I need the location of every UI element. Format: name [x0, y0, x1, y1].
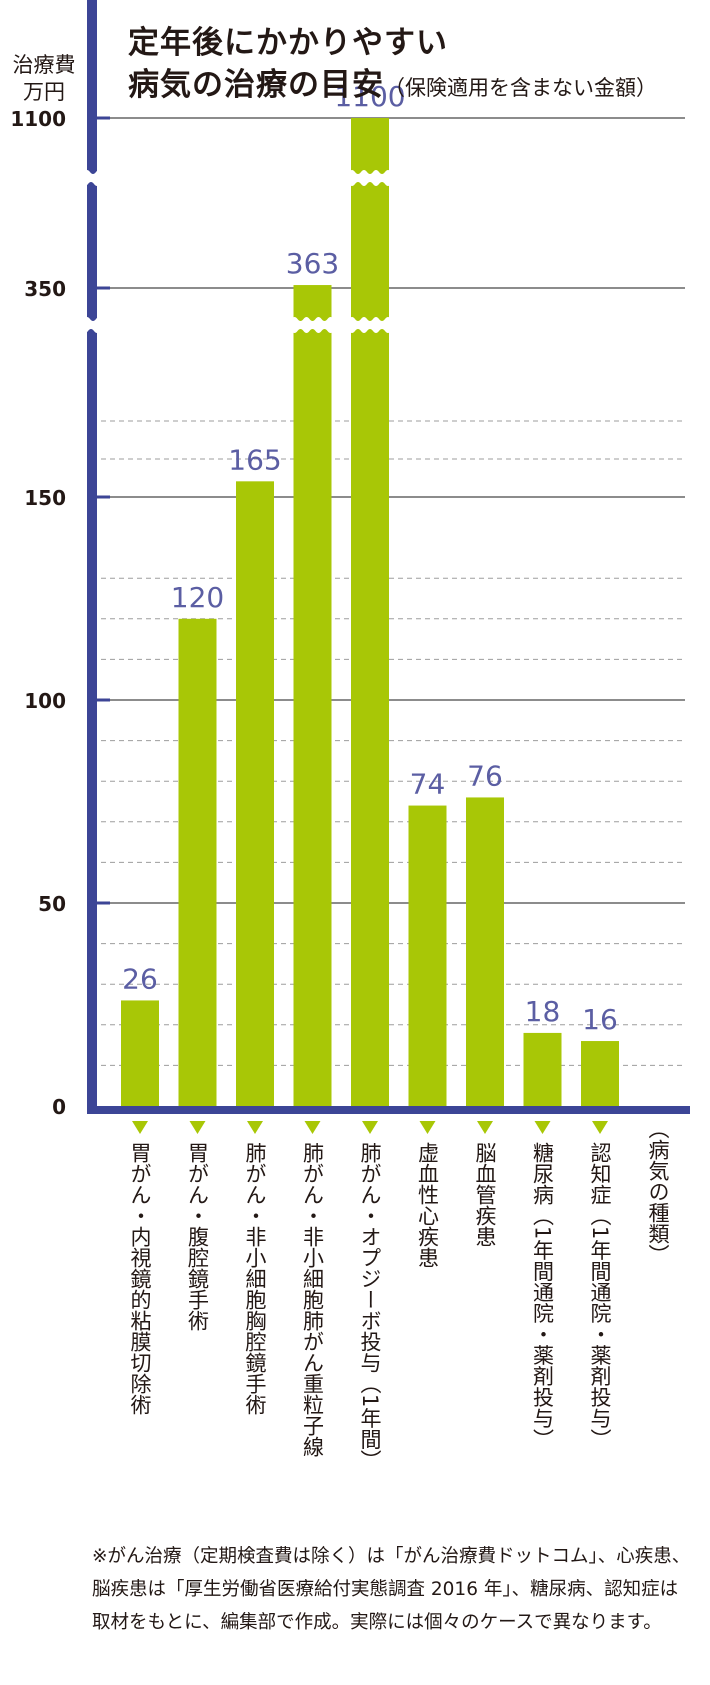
- category-label: 虚血性心疾患: [416, 1142, 440, 1268]
- y-tick-labels: 0 50 100 150 350 1100: [10, 107, 66, 1119]
- y-axis: [87, 0, 97, 1111]
- category-marker: [304, 1121, 321, 1134]
- category-marker: [132, 1121, 148, 1134]
- title-line-2: 病気の治療の目安: [128, 67, 384, 103]
- data-label: 26: [122, 962, 158, 995]
- bar: [408, 805, 447, 1106]
- axis-break-mark: [80, 317, 104, 333]
- bar-break-mark: [290, 317, 335, 333]
- category-label: 胃がん・内視鏡的粘膜切除術: [128, 1142, 152, 1415]
- category-marker: [477, 1121, 493, 1134]
- data-label: 363: [286, 247, 339, 280]
- data-label: 165: [228, 443, 281, 476]
- category-marker: [534, 1121, 551, 1134]
- category-marker: [592, 1121, 608, 1134]
- y-tick-label: 150: [24, 486, 66, 510]
- bar: [523, 1032, 562, 1106]
- data-label: 18: [525, 995, 561, 1028]
- data-label: 76: [467, 759, 503, 792]
- y-tick-label: 0: [52, 1095, 66, 1119]
- bar-break-mark: [347, 317, 393, 333]
- y-tick-label: 100: [24, 689, 66, 713]
- chart-title: 定年後にかかりやすい 病気の治療の目安（保険適用を含まない金額）: [128, 22, 657, 109]
- data-labels: 26 120 165 363 1100 74 76 18 16: [122, 80, 618, 1036]
- title-line-1: 定年後にかかりやすい: [128, 25, 448, 61]
- y-axis-label: 治療費 万円: [4, 52, 84, 106]
- y-axis-label-line-2: 万円: [23, 80, 65, 104]
- bar: [351, 118, 389, 1106]
- category-label: 脳血管疾患: [473, 1142, 497, 1247]
- data-label: 74: [410, 768, 446, 801]
- footnote: ※がん治療（定期検査費は除く）は「がん治療費ドットコム」、心疾患、脳疾患は「厚生…: [92, 1546, 691, 1633]
- category-label: 肺がん・非小細胞肺がん重粒子線: [301, 1142, 325, 1457]
- axes: [80, 0, 690, 1114]
- y-tick-label: 350: [24, 277, 66, 301]
- y-tick-label: 50: [38, 892, 66, 916]
- chart-subtitle: （保険適用を含まない金額）: [384, 76, 657, 100]
- bar: [178, 618, 217, 1106]
- data-label: 16: [582, 1003, 618, 1036]
- category-label: 認知症（1年間通院・薬剤投与）: [588, 1142, 612, 1449]
- category-marker: [247, 1121, 263, 1134]
- bar: [236, 481, 274, 1106]
- bar: [121, 1000, 159, 1106]
- bar-break-mark: [347, 170, 393, 186]
- x-axis: [87, 1106, 690, 1114]
- data-label: 120: [171, 581, 224, 614]
- x-axis-label: （病気の種類）: [646, 1118, 670, 1265]
- bars: [121, 118, 619, 1106]
- bar: [466, 797, 504, 1106]
- category-label: 肺がん・非小細胞胸腔鏡手術: [243, 1142, 267, 1415]
- y-tick-label: 1100: [10, 107, 66, 131]
- category-label: 糖尿病（1年間通院・薬剤投与）: [531, 1142, 555, 1449]
- bar: [293, 285, 332, 1106]
- category-marker: [419, 1121, 436, 1134]
- data-label: 1100: [334, 80, 405, 113]
- category-labels: 胃がん・内視鏡的粘膜切除術 胃がん・腹腔鏡手術 肺がん・非小細胞胸腔鏡手術 肺がん・非…: [128, 1118, 670, 1470]
- bar: [581, 1041, 619, 1106]
- category-marker: [189, 1121, 206, 1134]
- category-label: 肺がん・オプジーボ投与（1年間）: [358, 1142, 382, 1470]
- category-marker: [362, 1121, 378, 1134]
- axis-break-mark: [80, 170, 104, 186]
- category-label: 胃がん・腹腔鏡手術: [186, 1142, 210, 1331]
- y-axis-label-line-1: 治療費: [12, 53, 76, 77]
